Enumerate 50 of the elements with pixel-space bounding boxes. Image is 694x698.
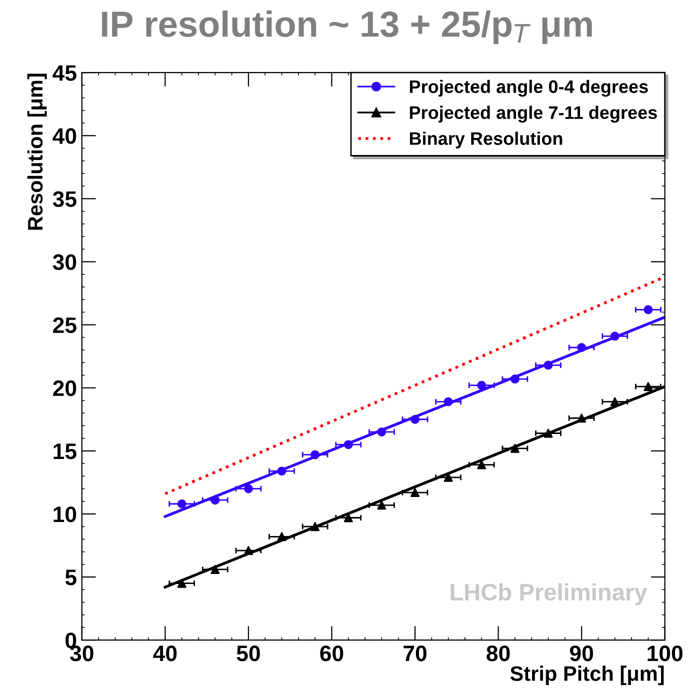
point — [210, 496, 220, 505]
legend-label: Projected angle 7-11 degrees — [410, 106, 657, 123]
chart-title: IP resolution ~ 13 + 25/p$_{T}$ μm — [102, 10, 592, 44]
x-axis-title: Strip Pitch [μm] — [510, 666, 664, 686]
point — [644, 382, 653, 392]
point — [477, 460, 486, 470]
x-tick-label: 60 — [320, 646, 344, 662]
point — [344, 440, 353, 450]
x-tick-label: 90 — [570, 646, 594, 662]
y-tick-label: 35 — [52, 191, 76, 207]
y-tick-label: 20 — [53, 380, 76, 396]
point — [510, 374, 520, 384]
legend-label: Projected angle 0-4 degrees — [410, 80, 648, 97]
point — [510, 444, 520, 453]
y-axis-title: Resolution [μm] — [27, 74, 47, 230]
point — [477, 380, 486, 390]
point — [577, 343, 586, 352]
point — [577, 414, 586, 423]
x-tick-label: 40 — [153, 646, 177, 662]
point — [310, 450, 320, 460]
point — [244, 484, 253, 494]
legend-label: Binary Resolution — [410, 132, 562, 149]
point — [544, 360, 553, 370]
point — [210, 564, 220, 574]
point — [277, 466, 286, 476]
y-tick-label: 15 — [54, 444, 76, 460]
point — [410, 488, 420, 498]
point — [310, 522, 320, 532]
point — [177, 578, 186, 588]
x-tick-label: 80 — [486, 646, 510, 662]
y-tick-label: 10 — [54, 506, 76, 522]
point — [610, 332, 620, 341]
point — [410, 414, 420, 424]
x-tick-label: 50 — [236, 646, 260, 662]
point — [177, 499, 186, 508]
y-tick-label: 40 — [52, 128, 76, 144]
point — [277, 532, 286, 542]
point — [544, 428, 553, 438]
point — [377, 500, 386, 510]
y-tick-label: 45 — [52, 65, 76, 81]
point — [444, 397, 453, 406]
point — [244, 546, 253, 556]
point — [610, 397, 620, 406]
point — [644, 305, 653, 314]
y-tick-label: 25 — [53, 317, 76, 334]
y-tick-label: 30 — [52, 254, 76, 270]
x-tick-label: 70 — [404, 646, 426, 662]
point — [377, 427, 386, 436]
x-tick-label: 100 — [648, 646, 682, 662]
y-tick-label: 5 — [65, 570, 76, 586]
